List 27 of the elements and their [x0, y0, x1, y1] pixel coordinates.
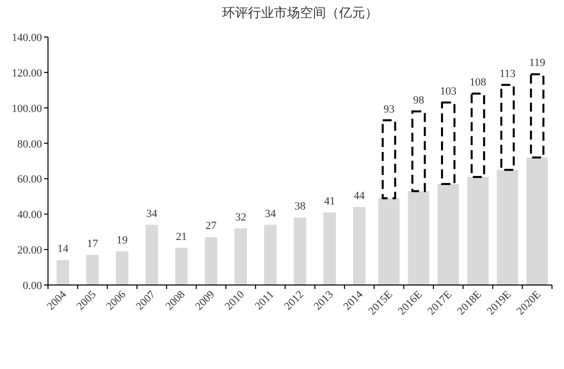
- total-label: 93: [383, 103, 395, 116]
- y-tick-label: 0.00: [22, 280, 42, 292]
- x-tick-label: 2011: [252, 288, 276, 312]
- total-label: 108: [470, 76, 487, 89]
- total-label: 98: [413, 94, 425, 106]
- total-label: 27: [206, 220, 218, 232]
- total-label: 38: [294, 200, 306, 213]
- total-label: 32: [235, 211, 246, 224]
- title: 环评行业市场空间（亿元）: [222, 5, 378, 20]
- y-tick-label: 140.00: [12, 32, 42, 44]
- total-label: 44: [354, 190, 366, 202]
- y-tick-label: 40.00: [17, 209, 42, 222]
- total-label: 14: [57, 243, 69, 256]
- y-tick-label: 120.00: [12, 67, 42, 80]
- total-label: 19: [116, 234, 128, 246]
- total-label: 34: [146, 208, 158, 220]
- total-label: 21: [176, 230, 187, 243]
- y-tick-label: 100.00: [12, 102, 42, 115]
- y-tick-label: 80.00: [17, 138, 42, 150]
- total-label: 17: [86, 238, 98, 250]
- y-tick-label: 60.00: [17, 174, 42, 186]
- total-label: 113: [499, 68, 516, 80]
- total-label: 119: [529, 57, 546, 70]
- total-label: 41: [324, 195, 336, 208]
- total-label: 34: [264, 208, 276, 220]
- y-tick-label: 20.00: [17, 244, 42, 257]
- total-label: 103: [440, 86, 457, 98]
